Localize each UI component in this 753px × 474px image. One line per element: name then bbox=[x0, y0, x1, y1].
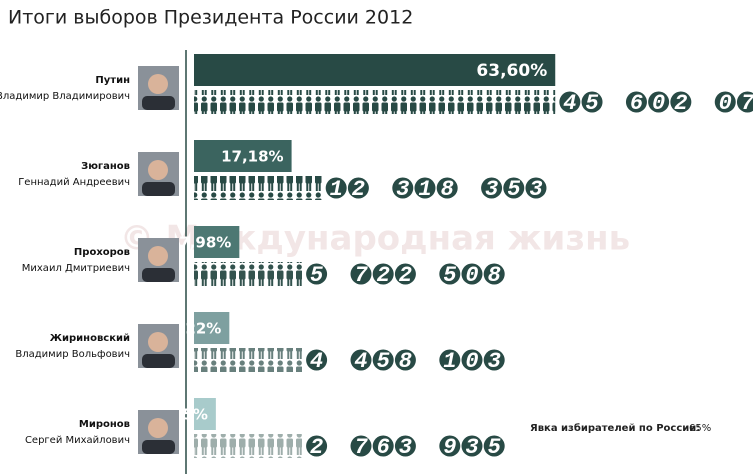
people-icons bbox=[194, 348, 302, 372]
vote-digit-circle bbox=[392, 177, 414, 199]
bar bbox=[194, 312, 230, 344]
vote-digit-circle bbox=[581, 91, 603, 113]
candidate-subtitle: Геннадий Андреевич bbox=[18, 177, 130, 188]
vote-digit-circle bbox=[670, 91, 692, 113]
candidate-name: Жириновский bbox=[50, 333, 130, 344]
vote-digit-circle bbox=[306, 349, 328, 371]
vote-digit-circle bbox=[414, 177, 436, 199]
vote-digit-circle bbox=[483, 349, 505, 371]
people-icons bbox=[194, 90, 556, 114]
vote-digit-circle bbox=[436, 177, 458, 199]
bar bbox=[194, 140, 292, 172]
photo-suit bbox=[142, 440, 175, 454]
vote-digit-circle bbox=[394, 435, 416, 457]
photo-suit bbox=[142, 96, 175, 110]
candidate-name: Зюганов bbox=[81, 161, 130, 172]
vote-digit-circle bbox=[439, 435, 461, 457]
people-icons bbox=[194, 434, 302, 458]
vote-digit-circle bbox=[350, 349, 372, 371]
photo-suit bbox=[142, 268, 175, 282]
vote-count: 2 763 935 bbox=[310, 435, 510, 460]
vote-digit-circle bbox=[306, 435, 328, 457]
vote-digit-circle bbox=[439, 263, 461, 285]
candidate-name: Прохоров bbox=[74, 247, 130, 258]
people-icons bbox=[194, 262, 302, 286]
value-label: 63,60% bbox=[476, 61, 547, 81]
photo-face bbox=[148, 332, 168, 352]
vote-digit-circle bbox=[439, 349, 461, 371]
candidate-name: Миронов bbox=[79, 419, 130, 430]
vote-digit-circle bbox=[503, 177, 525, 199]
vote-digit-circle bbox=[736, 91, 753, 113]
vote-digit-circle bbox=[350, 263, 372, 285]
vote-count: 4 458 103 bbox=[310, 349, 510, 374]
note-value: 65% bbox=[689, 423, 711, 434]
vote-digit-circle bbox=[714, 91, 736, 113]
photo-suit bbox=[142, 182, 175, 196]
photo-face bbox=[148, 246, 168, 266]
candidate-subtitle: Владимир Вольфович bbox=[15, 349, 130, 360]
candidate-name: Путин bbox=[95, 75, 130, 86]
vote-digit-circle bbox=[461, 435, 483, 457]
people-icons bbox=[194, 176, 322, 200]
photo-face bbox=[148, 160, 168, 180]
candidate-subtitle: Владимир Владимирович bbox=[0, 91, 130, 102]
vote-digit-circle bbox=[483, 263, 505, 285]
vote-digit-circle bbox=[559, 91, 581, 113]
vote-digit-circle bbox=[461, 349, 483, 371]
photo-face bbox=[148, 74, 168, 94]
vote-count: 45 602 075 bbox=[563, 91, 753, 116]
vote-digit-circle bbox=[461, 263, 483, 285]
vote-digit-circle bbox=[483, 435, 505, 457]
vote-count: 5 722 508 bbox=[310, 263, 510, 288]
vote-digit-circle bbox=[306, 263, 328, 285]
candidate-subtitle: Сергей Михайлович bbox=[25, 435, 130, 446]
note-label: Явка избирателей по России: bbox=[530, 422, 700, 434]
value-label: 17,18% bbox=[221, 148, 283, 166]
photo-face bbox=[148, 418, 168, 438]
bar bbox=[194, 54, 556, 86]
value-label: 6,22% bbox=[169, 320, 221, 338]
vote-digit-circle bbox=[481, 177, 503, 199]
vote-digit-circle bbox=[325, 177, 347, 199]
photo-suit bbox=[142, 354, 175, 368]
vote-digit-circle bbox=[394, 263, 416, 285]
bar bbox=[194, 398, 216, 430]
vote-digit-circle bbox=[350, 435, 372, 457]
vote-digit-circle bbox=[372, 263, 394, 285]
chart-title: Итоги выборов Президента России 2012 bbox=[8, 7, 413, 29]
vote-digit-circle bbox=[525, 177, 547, 199]
value-label: 7,98% bbox=[179, 234, 231, 252]
vote-digit-circle bbox=[625, 91, 647, 113]
bar bbox=[194, 226, 240, 258]
vote-digit-circle bbox=[372, 435, 394, 457]
vote-digit-circle bbox=[394, 349, 416, 371]
candidate-subtitle: Михаил Дмитриевич bbox=[22, 263, 130, 274]
vote-count: 12 318 353 bbox=[330, 177, 552, 202]
vote-digit-circle bbox=[648, 91, 670, 113]
vote-digit-circle bbox=[372, 349, 394, 371]
vote-digit-circle bbox=[347, 177, 369, 199]
